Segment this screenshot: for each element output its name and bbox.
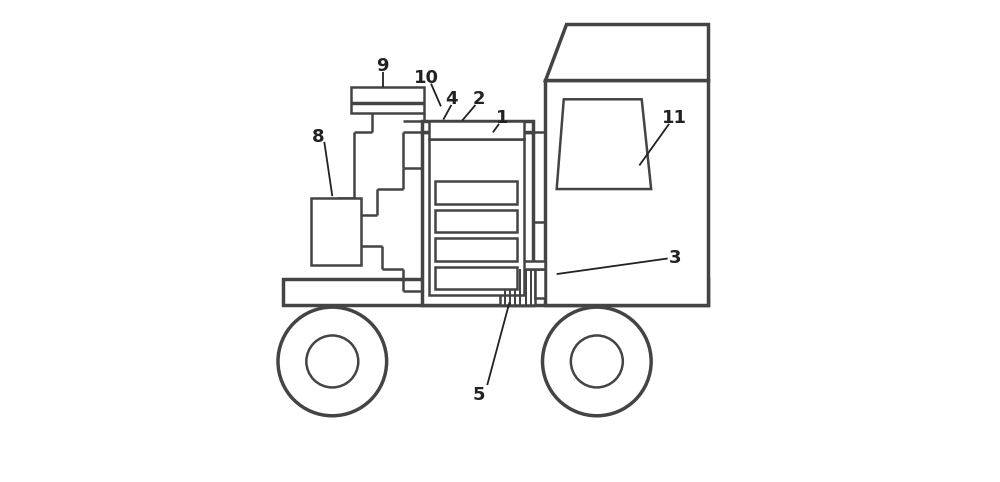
Bar (500, 269, 535, 305)
Text: 3: 3 (669, 249, 681, 267)
Text: 2: 2 (472, 90, 485, 108)
Bar (283, 279, 708, 305)
Bar (435, 210, 517, 232)
Bar (545, 80, 708, 305)
Bar (351, 88, 424, 113)
Bar (500, 261, 545, 269)
Bar (311, 199, 361, 265)
Bar (435, 267, 517, 289)
Text: 11: 11 (662, 109, 687, 127)
Bar (535, 269, 545, 298)
Bar (429, 139, 524, 295)
Text: 5: 5 (472, 386, 485, 403)
Text: 9: 9 (377, 57, 389, 75)
Polygon shape (545, 24, 708, 80)
Text: 10: 10 (414, 69, 439, 87)
Bar (422, 120, 533, 133)
Text: 4: 4 (445, 90, 458, 108)
Bar (429, 120, 524, 139)
Text: 1: 1 (496, 109, 509, 127)
Polygon shape (557, 99, 651, 189)
Text: 8: 8 (312, 128, 324, 146)
Bar (435, 182, 517, 204)
Bar (422, 133, 533, 305)
Bar (435, 238, 517, 261)
